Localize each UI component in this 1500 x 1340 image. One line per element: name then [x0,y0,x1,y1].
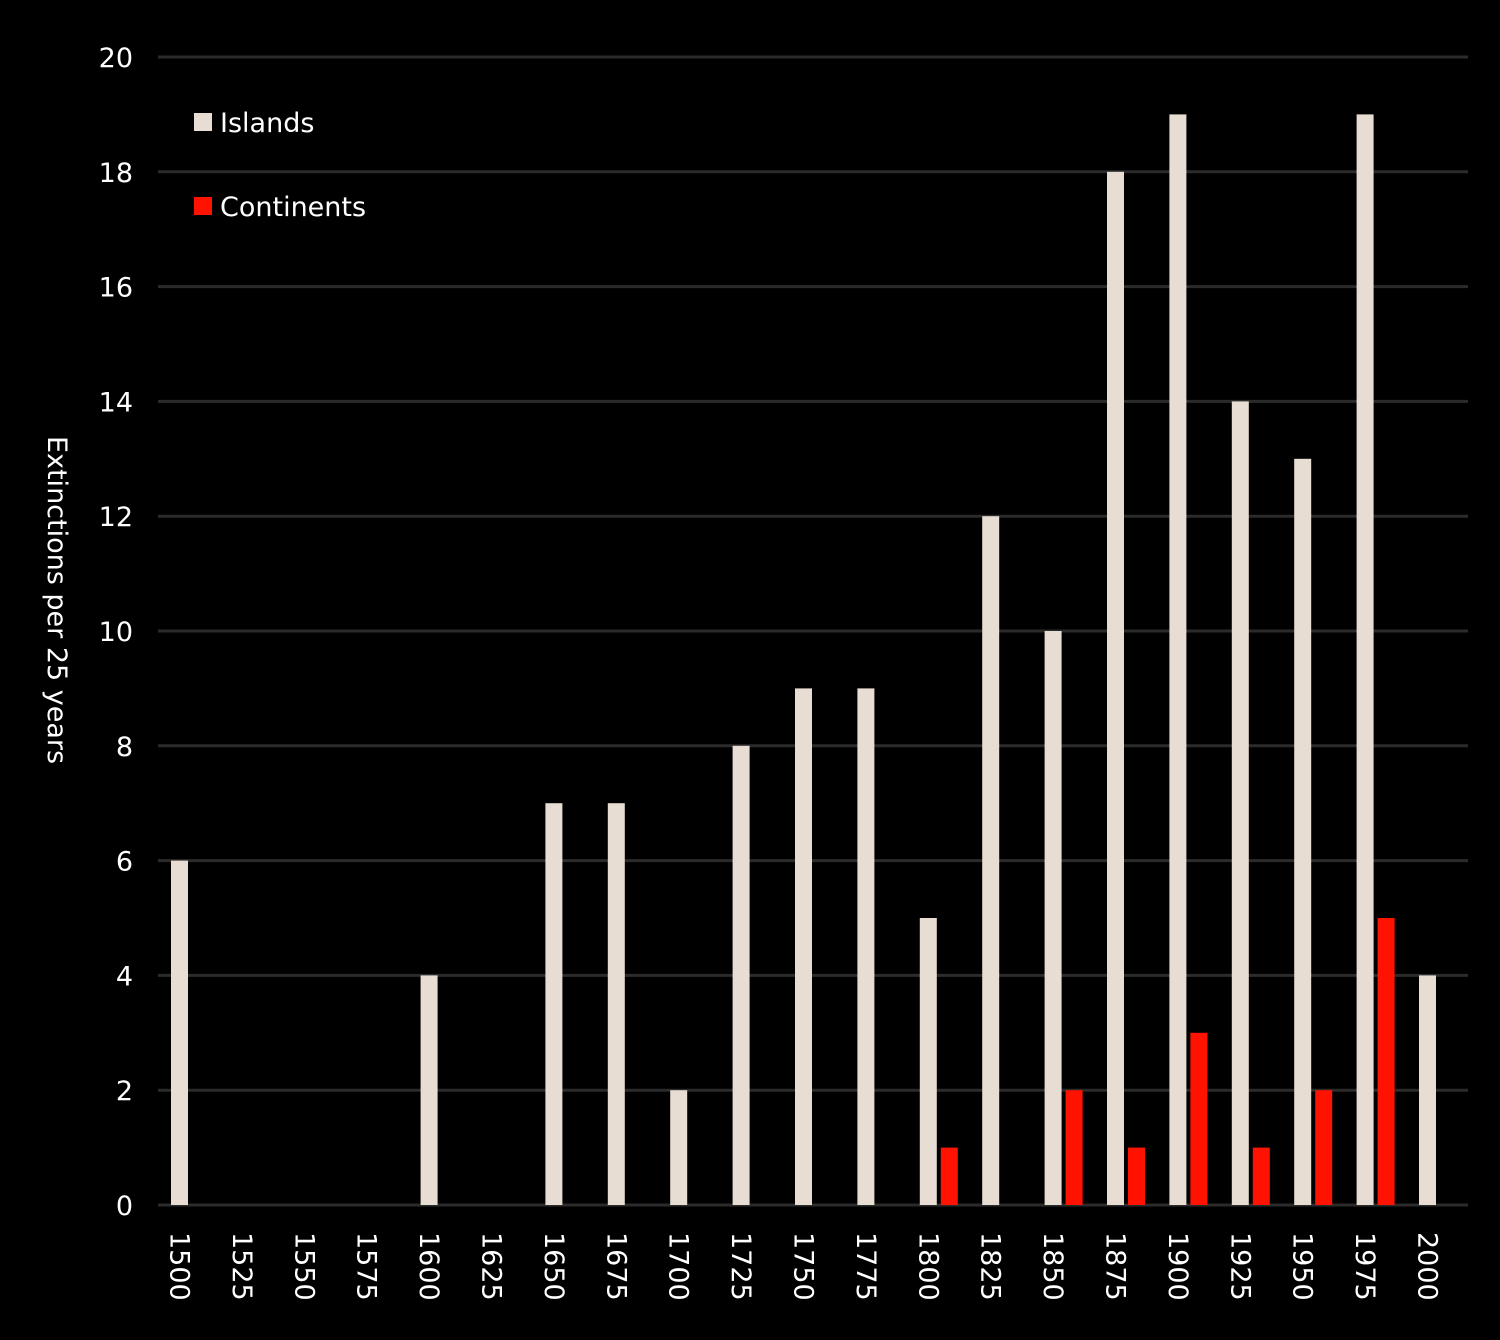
bar-islands-1650 [545,803,563,1205]
x-tick-label: 1875 [1100,1232,1131,1301]
x-tick-label: 1625 [476,1232,507,1301]
x-tick-label: 1650 [538,1232,569,1301]
bar-islands-1775 [857,688,875,1205]
bar-continents-1875 [1128,1147,1145,1205]
x-tick-label: 1775 [850,1232,881,1301]
x-tick-label: 1975 [1349,1232,1380,1301]
gridlines [158,55,1468,1207]
y-tick-label: 10 [99,617,133,648]
x-tick-label: 1675 [600,1232,631,1301]
legend-swatch-islands [194,113,212,131]
x-tick-label: 1550 [288,1232,319,1301]
y-tick-label: 4 [116,961,133,992]
legend-swatch-continents [194,197,212,215]
y-tick-label: 18 [99,158,133,189]
bar-islands-1850 [1044,631,1062,1205]
y-tick-label: 6 [116,847,133,878]
x-tick-label: 1800 [912,1232,943,1301]
bar-islands-2000 [1419,975,1436,1205]
bar-islands-1900 [1169,114,1187,1205]
x-tick-label: 1600 [413,1232,444,1301]
y-tick-label: 14 [99,387,133,418]
bar-islands-1825 [982,516,1000,1205]
x-tick-label: 1900 [1162,1232,1193,1301]
bar-islands-1800 [919,918,937,1205]
y-tick-label: 0 [116,1191,133,1222]
bar-islands-1700 [670,1090,688,1205]
legend: Islands Continents [194,108,366,223]
x-tick-label: 1700 [663,1232,694,1301]
x-tick-label: 1750 [788,1232,819,1301]
bar-islands-1925 [1231,401,1249,1205]
bar-islands-1725 [732,745,750,1205]
bar-islands-1950 [1294,458,1312,1205]
bar-continents-1850 [1065,1090,1083,1205]
bar-islands-1500 [171,860,188,1205]
bar-islands-1600 [420,975,438,1205]
y-tick-label: 12 [99,502,133,533]
y-tick-label: 16 [99,273,133,304]
x-axis-tick-labels: 1500 1525 1550 1575 1600 1625 1650 1675 1700 1725… [164,1232,1443,1301]
x-tick-label: 1525 [226,1232,257,1301]
legend-label-islands: Islands [220,108,314,139]
legend-label-continents: Continents [220,192,366,223]
x-tick-label: 1850 [1037,1232,1068,1301]
x-tick-label: 2000 [1412,1232,1443,1301]
bar-islands-1675 [607,803,625,1205]
bar-islands-1875 [1107,171,1124,1205]
bars [171,114,1436,1205]
y-tick-label: 20 [99,43,133,74]
bar-continents-1900 [1190,1032,1208,1205]
x-tick-label: 1825 [975,1232,1006,1301]
bar-islands-1750 [795,688,812,1205]
bar-continents-1975 [1377,918,1395,1205]
x-tick-label: 1500 [164,1232,195,1301]
bar-continents-1925 [1252,1147,1270,1205]
y-tick-label: 2 [116,1076,133,1107]
x-tick-label: 1950 [1287,1232,1318,1301]
y-axis-tick-labels: 0 2 4 6 8 10 12 14 16 18 20 [99,43,133,1222]
bar-continents-1950 [1315,1090,1333,1205]
x-tick-label: 1925 [1224,1232,1255,1301]
y-axis-title: Extinctions per 25 years [41,436,72,764]
bar-continents-1800 [940,1147,958,1205]
bar-islands-1975 [1356,114,1374,1205]
y-tick-label: 8 [116,732,133,763]
x-tick-label: 1725 [725,1232,756,1301]
x-tick-label: 1575 [351,1232,382,1301]
